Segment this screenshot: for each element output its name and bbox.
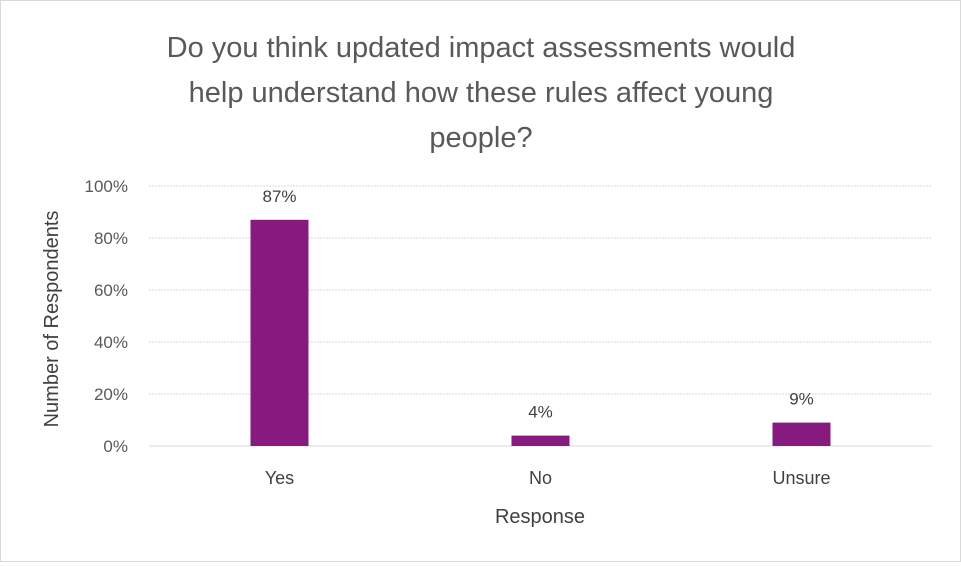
bar-yes [250, 219, 309, 446]
data-label-yes: 87% [262, 187, 296, 206]
y-tick-label: 60% [94, 281, 128, 300]
chart-title-line-1: Do you think updated impact assessments … [167, 32, 796, 64]
category-label-yes: Yes [265, 468, 294, 488]
y-tick-label: 0% [103, 437, 128, 456]
y-tick-label: 20% [94, 385, 128, 404]
x-axis-title: Response [495, 506, 585, 528]
category-label-no: No [529, 468, 552, 488]
bars [250, 219, 831, 446]
chart-title-line-3: people? [429, 122, 532, 154]
chart-title-line-2: help understand how these rules affect y… [189, 77, 774, 109]
y-tick-label: 100% [85, 177, 128, 196]
y-tick-label: 40% [94, 333, 128, 352]
y-axis-title: Number of Respondents [41, 211, 63, 428]
data-label-unsure: 9% [789, 390, 814, 409]
chart-title: Do you think updated impact assessments … [167, 32, 796, 154]
category-label-unsure: Unsure [772, 468, 830, 488]
y-tick-label: 80% [94, 229, 128, 248]
y-axis-ticks: 0% 20% 40% 60% 80% 100% [85, 177, 128, 456]
bar-unsure [772, 422, 831, 446]
data-label-no: 4% [528, 403, 553, 422]
bar-no [511, 435, 570, 446]
x-axis-categories: Yes No Unsure [265, 468, 831, 488]
data-labels: 87% 4% 9% [262, 187, 813, 422]
